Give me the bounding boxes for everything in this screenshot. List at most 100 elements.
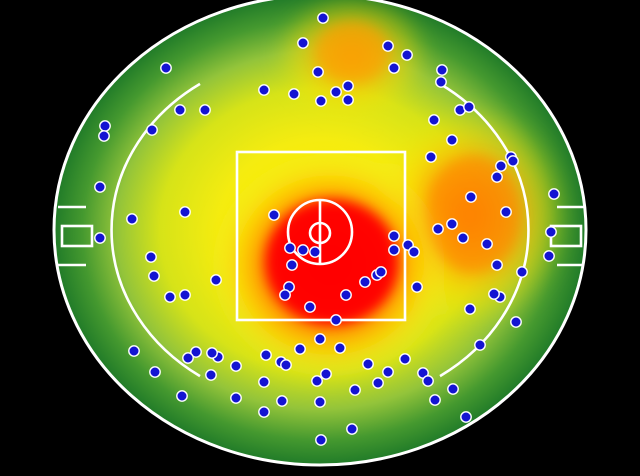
- shot-marker[interactable]: [98, 130, 110, 142]
- shot-marker[interactable]: [258, 84, 270, 96]
- shot-marker[interactable]: [179, 289, 191, 301]
- shot-marker[interactable]: [388, 62, 400, 74]
- shot-marker[interactable]: [474, 339, 486, 351]
- shot-marker[interactable]: [516, 266, 528, 278]
- shot-marker[interactable]: [342, 94, 354, 106]
- shot-marker[interactable]: [428, 114, 440, 126]
- shot-marker[interactable]: [488, 288, 500, 300]
- shot-marker[interactable]: [315, 434, 327, 446]
- shot-marker[interactable]: [463, 101, 475, 113]
- shot-marker[interactable]: [145, 251, 157, 263]
- shot-marker[interactable]: [179, 206, 191, 218]
- shot-marker[interactable]: [464, 303, 476, 315]
- shot-marker[interactable]: [425, 151, 437, 163]
- shot-marker[interactable]: [334, 342, 346, 354]
- shot-marker[interactable]: [199, 104, 211, 116]
- shot-marker[interactable]: [465, 191, 477, 203]
- shot-marker[interactable]: [164, 291, 176, 303]
- shot-marker[interactable]: [500, 206, 512, 218]
- shot-marker[interactable]: [258, 406, 270, 418]
- shot-marker[interactable]: [205, 369, 217, 381]
- shot-marker[interactable]: [346, 423, 358, 435]
- shot-marker[interactable]: [294, 343, 306, 355]
- shot-marker[interactable]: [206, 347, 218, 359]
- shot-marker[interactable]: [258, 376, 270, 388]
- shot-marker[interactable]: [286, 259, 298, 271]
- shot-marker[interactable]: [330, 314, 342, 326]
- shot-marker[interactable]: [446, 218, 458, 230]
- shot-marker[interactable]: [268, 209, 280, 221]
- shot-marker[interactable]: [491, 259, 503, 271]
- shot-marker[interactable]: [314, 396, 326, 408]
- shot-marker[interactable]: [94, 181, 106, 193]
- pitch-rectangle: [235, 150, 407, 322]
- shot-marker[interactable]: [349, 384, 361, 396]
- shot-marker[interactable]: [342, 80, 354, 92]
- shot-marker[interactable]: [260, 349, 272, 361]
- shot-marker[interactable]: [481, 238, 493, 250]
- shot-marker[interactable]: [382, 366, 394, 378]
- shot-marker[interactable]: [230, 392, 242, 404]
- shot-marker[interactable]: [435, 76, 447, 88]
- shot-marker[interactable]: [99, 120, 111, 132]
- shot-marker[interactable]: [146, 124, 158, 136]
- shot-marker[interactable]: [314, 333, 326, 345]
- shot-marker[interactable]: [429, 394, 441, 406]
- shot-marker[interactable]: [309, 246, 321, 258]
- boundary-rope: [52, 0, 588, 467]
- shot-marker[interactable]: [297, 244, 309, 256]
- shot-marker[interactable]: [276, 395, 288, 407]
- shot-marker[interactable]: [340, 289, 352, 301]
- shot-marker[interactable]: [432, 223, 444, 235]
- shot-marker[interactable]: [148, 270, 160, 282]
- shot-marker[interactable]: [382, 40, 394, 52]
- shot-marker[interactable]: [311, 375, 323, 387]
- shot-marker[interactable]: [495, 160, 507, 172]
- shot-marker[interactable]: [545, 226, 557, 238]
- shot-marker[interactable]: [422, 375, 434, 387]
- shot-marker[interactable]: [190, 346, 202, 358]
- shot-marker[interactable]: [94, 232, 106, 244]
- shot-marker[interactable]: [436, 64, 448, 76]
- shot-marker[interactable]: [320, 368, 332, 380]
- shot-marker[interactable]: [446, 134, 458, 146]
- shot-marker[interactable]: [411, 281, 423, 293]
- shot-marker[interactable]: [279, 289, 291, 301]
- shot-marker[interactable]: [548, 188, 560, 200]
- shot-marker[interactable]: [330, 86, 342, 98]
- shot-marker[interactable]: [447, 383, 459, 395]
- shot-marker[interactable]: [176, 390, 188, 402]
- shot-marker[interactable]: [284, 242, 296, 254]
- shot-marker[interactable]: [457, 232, 469, 244]
- shot-marker[interactable]: [304, 301, 316, 313]
- shot-marker[interactable]: [543, 250, 555, 262]
- shot-marker[interactable]: [399, 353, 411, 365]
- shot-marker[interactable]: [372, 377, 384, 389]
- shot-marker[interactable]: [510, 316, 522, 328]
- shot-marker[interactable]: [280, 359, 292, 371]
- shot-marker[interactable]: [160, 62, 172, 74]
- shot-marker[interactable]: [317, 12, 329, 24]
- shot-marker[interactable]: [174, 104, 186, 116]
- shot-marker[interactable]: [359, 276, 371, 288]
- shot-marker[interactable]: [507, 155, 519, 167]
- shot-marker[interactable]: [288, 88, 300, 100]
- shot-marker[interactable]: [210, 274, 222, 286]
- shot-marker[interactable]: [362, 358, 374, 370]
- shot-marker[interactable]: [126, 213, 138, 225]
- shot-marker[interactable]: [408, 246, 420, 258]
- shot-marker[interactable]: [297, 37, 309, 49]
- shot-marker[interactable]: [230, 360, 242, 372]
- shot-marker[interactable]: [128, 345, 140, 357]
- shot-marker[interactable]: [401, 49, 413, 61]
- shot-marker[interactable]: [312, 66, 324, 78]
- shot-marker[interactable]: [388, 244, 400, 256]
- shot-marker[interactable]: [388, 230, 400, 242]
- shot-marker[interactable]: [149, 366, 161, 378]
- shot-marker[interactable]: [460, 411, 472, 423]
- shot-marker[interactable]: [315, 95, 327, 107]
- shot-marker[interactable]: [182, 352, 194, 364]
- shot-marker[interactable]: [491, 171, 503, 183]
- shot-marker[interactable]: [375, 266, 387, 278]
